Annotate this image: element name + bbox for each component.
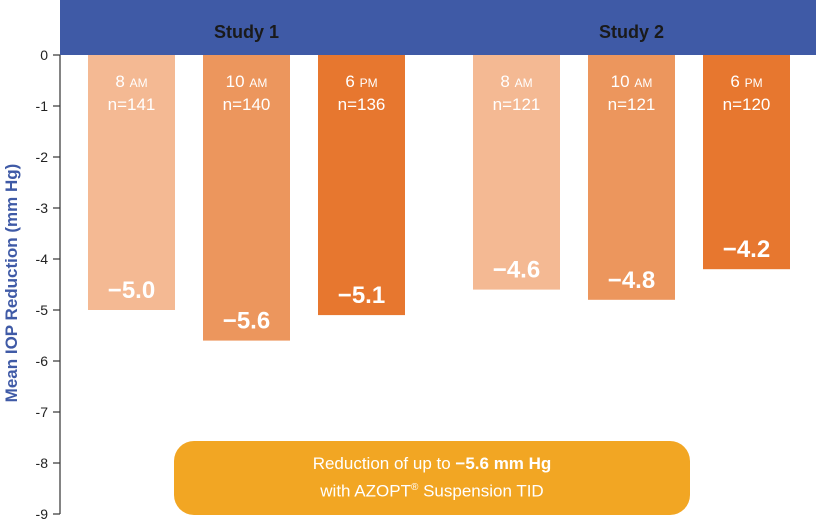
bar — [703, 55, 790, 270]
y-tick-label: -1 — [36, 98, 49, 114]
study-header-label: Study 2 — [599, 22, 664, 42]
bar-time-period: AM — [130, 76, 148, 90]
callout-line-1: Reduction of up to −5.6 mm Hg — [313, 452, 552, 476]
y-tick-label: -6 — [36, 353, 49, 369]
bar-time-period: PM — [360, 76, 378, 90]
bar-time-label: 8 AM — [115, 72, 147, 91]
bar-value-label: −5.1 — [338, 282, 385, 309]
callout-line-2-prefix: with AZOPT — [320, 481, 411, 501]
bar-value-label: −4.2 — [723, 236, 770, 263]
bar — [588, 55, 675, 300]
bar-time-label: 6 PM — [345, 72, 377, 91]
y-tick-label: -9 — [36, 506, 49, 519]
callout-highlight-value: −5.6 mm Hg — [455, 454, 552, 474]
bar-time-label: 10 AM — [226, 72, 268, 91]
y-axis-label: Mean IOP Reduction (mm Hg) — [2, 164, 21, 403]
y-tick-label: -8 — [36, 455, 49, 471]
bar-sample-size-label: n=141 — [108, 95, 156, 114]
registered-mark: ® — [410, 482, 419, 494]
bar-sample-size-label: n=120 — [723, 95, 771, 114]
bar-time-period: AM — [634, 76, 652, 90]
y-tick-label: -5 — [36, 302, 49, 318]
bar-value-label: −5.6 — [223, 308, 270, 335]
y-tick-label: -3 — [36, 200, 49, 216]
bar-time-period: AM — [249, 76, 267, 90]
bar-time-label: 10 AM — [611, 72, 653, 91]
bar-time-hour: 8 — [115, 72, 129, 91]
bar-sample-size-label: n=121 — [493, 95, 541, 114]
bar — [473, 55, 560, 290]
bar-time-label: 6 PM — [730, 72, 762, 91]
bar — [203, 55, 290, 341]
y-tick-label: -4 — [36, 251, 49, 267]
bar-time-label: 8 AM — [500, 72, 532, 91]
bar-time-period: AM — [515, 76, 533, 90]
bar-time-hour: 10 — [226, 72, 250, 91]
bar-value-label: −4.8 — [608, 267, 655, 294]
bar-sample-size-label: n=140 — [223, 95, 271, 114]
y-tick-label: -2 — [36, 149, 49, 165]
bar — [318, 55, 405, 316]
callout-line-1-prefix: Reduction of up to — [312, 454, 456, 474]
reduction-callout: Reduction of up to −5.6 mm Hg with AZOPT… — [174, 441, 690, 515]
bar-time-hour: 8 — [500, 72, 514, 91]
bar-time-hour: 10 — [611, 72, 635, 91]
bar-time-hour: 6 — [345, 72, 359, 91]
y-tick-label: 0 — [40, 47, 48, 63]
bar-time-period: PM — [745, 76, 763, 90]
y-tick-label: -7 — [36, 404, 49, 420]
bar — [88, 55, 175, 310]
callout-line-2-suffix: Suspension TID — [418, 481, 544, 501]
bar-value-label: −4.6 — [493, 257, 540, 284]
bar-time-hour: 6 — [730, 72, 744, 91]
study-header-band — [60, 0, 816, 55]
bar-sample-size-label: n=136 — [338, 95, 386, 114]
bar-value-label: −5.0 — [108, 277, 155, 304]
bar-sample-size-label: n=121 — [608, 95, 656, 114]
callout-line-2: with AZOPT® Suspension TID — [320, 476, 543, 504]
study-header-label: Study 1 — [214, 22, 279, 42]
